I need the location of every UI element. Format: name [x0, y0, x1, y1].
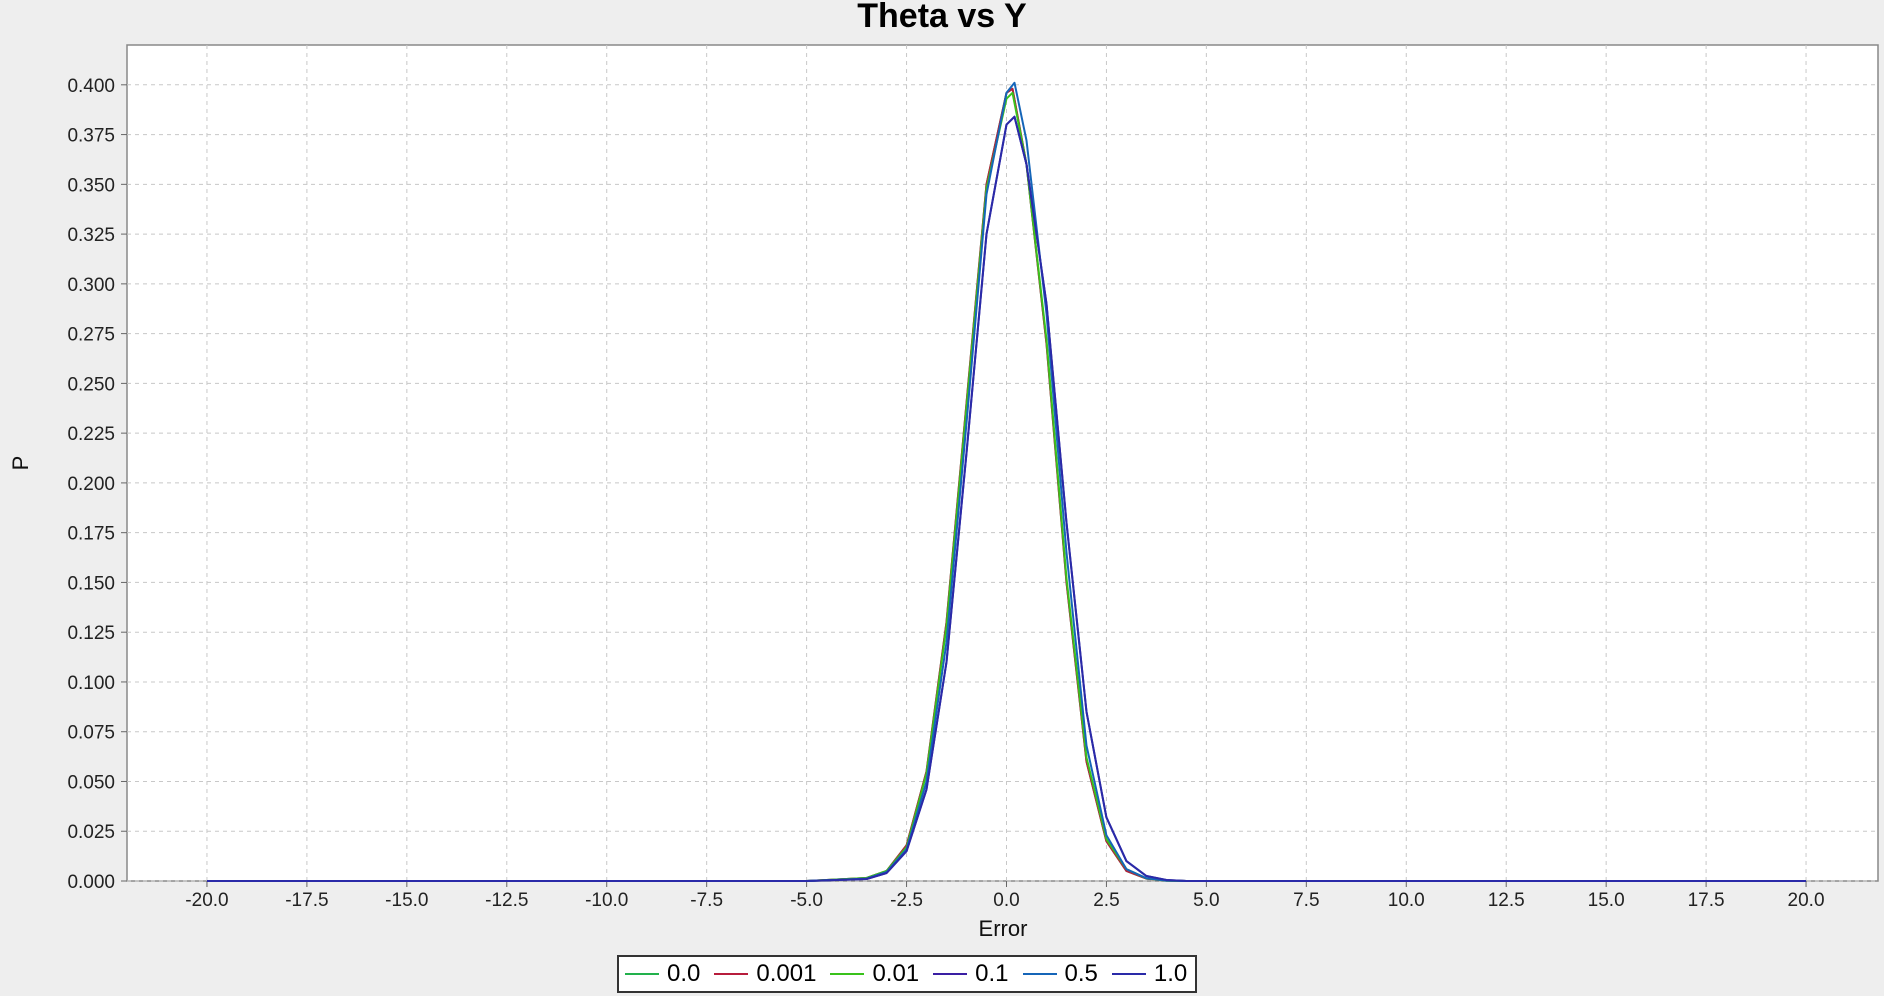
y-tick-label: 0.000: [67, 872, 115, 893]
grid: [127, 45, 1878, 882]
series-line-5: [207, 115, 1806, 882]
legend: 0.0 0.001 0.01 0.1 0.5 1.0: [617, 955, 1198, 993]
legend-label: 0.001: [756, 960, 817, 987]
legend-swatch: [625, 973, 659, 975]
y-tick-label: 0.375: [67, 126, 115, 147]
legend-item: 0.0: [625, 960, 700, 988]
legend-swatch: [1111, 973, 1146, 975]
legend-swatch: [1022, 973, 1057, 975]
x-tick-label: 2.5: [1093, 890, 1119, 911]
y-tick-label: 0.400: [67, 76, 115, 97]
y-tick-label: 0.250: [67, 374, 115, 395]
y-tick-label: 0.050: [67, 772, 115, 793]
y-tick-label: 0.100: [67, 673, 115, 694]
legend-label: 0.0: [667, 960, 701, 987]
y-tick-label: 0.275: [67, 325, 115, 346]
legend-label: 0.5: [1064, 960, 1098, 987]
y-tick-label: 0.325: [67, 225, 115, 246]
legend-label: 0.1: [975, 960, 1009, 987]
x-tick-label: 10.0: [1388, 890, 1425, 911]
y-tick-label: 0.200: [67, 474, 115, 495]
y-tick-label: 0.225: [67, 424, 115, 445]
legend-swatch: [714, 973, 749, 975]
x-axis-ticks: -20.0 -17.5 -15.0 -12.5 -10.0 -7.5 -5.0 -2.5 0.0…: [185, 881, 1825, 911]
x-tick-label: 15.0: [1588, 890, 1625, 911]
series-lines: [207, 81, 1806, 882]
y-tick-label: 0.125: [67, 623, 115, 644]
x-tick-label: -2.5: [890, 890, 923, 911]
x-tick-label: 20.0: [1788, 890, 1825, 911]
y-tick-label: 0.150: [67, 573, 115, 594]
legend-label: 1.0: [1153, 960, 1188, 987]
x-tick-label: -5.0: [790, 890, 823, 911]
y-tick-label: 0.350: [67, 175, 115, 196]
y-axis-label: P: [8, 456, 33, 471]
legend-swatch: [933, 973, 968, 975]
x-tick-label: -17.5: [285, 890, 328, 911]
legend-swatch: [830, 973, 865, 975]
y-tick-label: 0.075: [67, 723, 115, 744]
y-axis-ticks: 0.000 0.025 0.050 0.075 0.100 0.125 0.150 0.175…: [67, 76, 127, 893]
x-axis-label: Error: [979, 916, 1028, 941]
x-tick-label: -12.5: [485, 890, 528, 911]
legend-item: 0.001: [714, 960, 816, 988]
chart-title: Theta vs Y: [857, 0, 1027, 35]
x-tick-label: -20.0: [185, 890, 228, 911]
x-tick-label: 12.5: [1488, 890, 1525, 911]
legend-label: 0.01: [872, 960, 920, 987]
legend-item: 1.0: [1111, 960, 1188, 988]
legend-item: 0.5: [1022, 960, 1098, 988]
x-tick-label: 7.5: [1293, 890, 1319, 911]
legend-item: 0.01: [830, 960, 919, 988]
y-tick-label: 0.175: [67, 524, 115, 545]
x-tick-label: -10.0: [585, 890, 628, 911]
x-tick-label: 17.5: [1688, 890, 1725, 911]
x-tick-label: -15.0: [385, 890, 428, 911]
plot-area: [126, 44, 1879, 882]
x-tick-label: 0.0: [993, 890, 1019, 911]
x-tick-label: -7.5: [690, 890, 723, 911]
x-tick-label: 5.0: [1193, 890, 1219, 911]
legend-item: 0.1: [933, 960, 1009, 988]
y-tick-label: 0.025: [67, 822, 115, 843]
y-tick-label: 0.300: [67, 275, 115, 296]
